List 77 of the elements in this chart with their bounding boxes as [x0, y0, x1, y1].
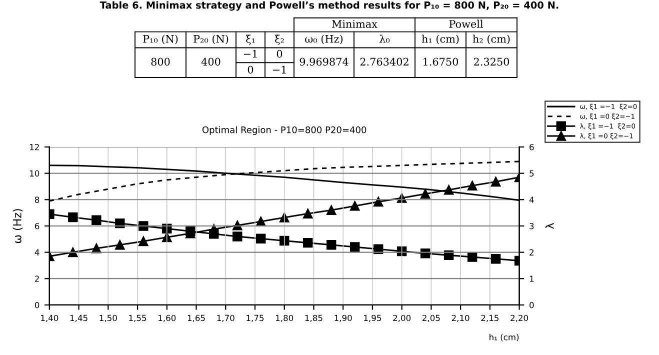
x-tick-label: 1,45 — [70, 314, 88, 322]
point — [138, 236, 148, 246]
text: −1 — [244, 50, 257, 58]
point — [302, 208, 313, 218]
point — [420, 188, 430, 199]
y2-tick-label: 4 — [529, 196, 534, 203]
point — [467, 252, 478, 262]
x-tick-label: 2,15 — [481, 314, 498, 322]
point — [232, 232, 242, 242]
x-tick-label: 1,60 — [158, 314, 176, 322]
point — [68, 212, 78, 222]
chart-title: Optimal Region - P10=800 P20=400 — [202, 126, 366, 135]
x-tick-label: 1,85 — [305, 314, 322, 322]
y2-tick-label: 5 — [530, 170, 534, 177]
text: Minimax — [332, 20, 378, 28]
text: ξ₂ — [274, 34, 284, 45]
y-tick-label: 10 — [30, 170, 40, 177]
text: Powell — [449, 20, 483, 28]
x-tick-label: 1,75 — [246, 314, 264, 322]
x-tick-label: 2,00 — [393, 314, 411, 322]
text: 0 — [248, 66, 254, 74]
x-tick-label: 2,05 — [422, 314, 440, 322]
x-tick-label: 1,70 — [217, 314, 234, 322]
y2-tick-label: 2 — [530, 249, 534, 256]
point — [256, 234, 266, 244]
x-tick-label: 1,40 — [41, 314, 58, 322]
y-axis-title: ω (Hz) — [12, 209, 23, 244]
text: 0 — [276, 50, 282, 58]
point — [490, 254, 501, 264]
y2-tick-label: 6 — [530, 144, 534, 150]
y-tick-label: 4 — [34, 249, 40, 256]
x-tick-label: 1,65 — [188, 314, 205, 322]
x-tick-label: 1,50 — [100, 314, 117, 322]
point — [302, 238, 313, 248]
point — [350, 242, 360, 252]
text: Table 6. Minimax strategy and Powell’s method results for P₁₀ = 800 N, P₂₀ = 400 N. — [100, 1, 558, 11]
x-tick-label: 1,90 — [334, 314, 352, 322]
text: 2.3250 — [474, 58, 510, 66]
text: h₂ (cm) — [472, 34, 510, 44]
y-tick-label: 6 — [34, 222, 40, 230]
point — [373, 196, 384, 207]
text: 2.763402 — [360, 58, 408, 66]
y2-tick-label: 1 — [530, 276, 534, 282]
text: 1.6750 — [424, 58, 458, 66]
point — [490, 176, 501, 187]
text: P₁₀ (N) — [143, 34, 178, 44]
point — [92, 215, 102, 226]
x-tick-label: 2,10 — [452, 314, 470, 322]
point — [350, 201, 360, 211]
text: −1 — [272, 66, 286, 74]
y-tick-label: 2 — [35, 276, 39, 282]
x-tick-label: 1,80 — [276, 314, 294, 322]
text: h₁ (cm) — [422, 34, 459, 44]
point — [115, 240, 125, 250]
x-tick-label: 1,95 — [364, 314, 382, 322]
y2-tick-label: 0 — [530, 302, 534, 308]
x-tick-label: 1,55 — [129, 314, 146, 322]
text: λ₀ — [380, 34, 390, 43]
y2-tick-label: 3 — [530, 222, 534, 230]
text: 800 — [151, 58, 170, 66]
y-tick-label: 8 — [34, 196, 40, 203]
y2-axis-title: λ — [545, 223, 554, 229]
text: 9.969874 — [300, 58, 348, 66]
point — [326, 240, 336, 250]
point — [115, 218, 125, 228]
x-tick-label: 2,20 — [510, 314, 528, 322]
y-tick-label: 0 — [34, 302, 40, 308]
y-tick-label: 12 — [30, 144, 39, 150]
text: ξ₁ — [246, 34, 255, 45]
point — [138, 221, 148, 231]
point — [467, 180, 478, 191]
x-axis-title: h₁ (cm) — [490, 334, 519, 342]
point — [232, 220, 242, 230]
text: 400 — [201, 58, 220, 66]
text: P₂₀ (N) — [194, 34, 228, 44]
point — [326, 205, 336, 216]
text: ω₀ (Hz) — [305, 34, 343, 44]
